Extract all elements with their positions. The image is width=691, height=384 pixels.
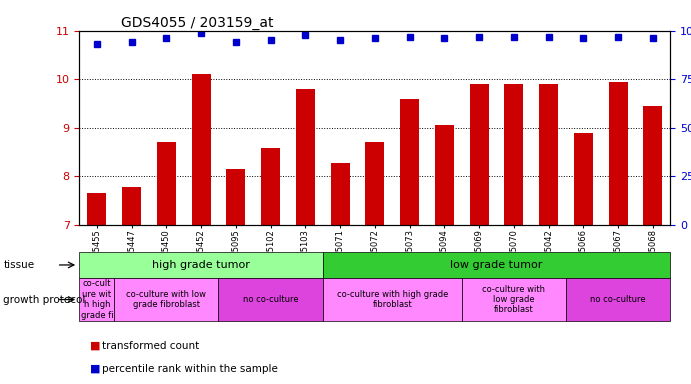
Text: ■: ■ bbox=[90, 364, 100, 374]
Bar bbox=[261, 148, 280, 225]
Text: low grade tumor: low grade tumor bbox=[451, 260, 542, 270]
Text: co-cult
ure wit
h high
grade fi: co-cult ure wit h high grade fi bbox=[81, 280, 113, 319]
Bar bbox=[296, 89, 315, 225]
Bar bbox=[574, 132, 593, 225]
Bar bbox=[504, 84, 524, 225]
Bar bbox=[330, 162, 350, 225]
Bar bbox=[87, 193, 106, 225]
Bar bbox=[191, 74, 211, 225]
Text: co-culture with low
grade fibroblast: co-culture with low grade fibroblast bbox=[126, 290, 207, 309]
Text: ■: ■ bbox=[90, 341, 100, 351]
Bar bbox=[122, 187, 141, 225]
Text: high grade tumor: high grade tumor bbox=[152, 260, 250, 270]
Bar bbox=[470, 84, 489, 225]
Text: co-culture with high grade
fibroblast: co-culture with high grade fibroblast bbox=[337, 290, 448, 309]
Bar bbox=[226, 169, 245, 225]
Bar bbox=[609, 82, 627, 225]
Bar bbox=[79, 278, 114, 321]
Bar bbox=[643, 106, 663, 225]
Bar bbox=[462, 278, 566, 321]
Bar bbox=[400, 99, 419, 225]
Bar bbox=[366, 142, 384, 225]
Text: no co-culture: no co-culture bbox=[590, 295, 646, 304]
Text: no co-culture: no co-culture bbox=[243, 295, 299, 304]
Bar bbox=[114, 278, 218, 321]
Bar bbox=[218, 278, 323, 321]
Bar bbox=[323, 278, 462, 321]
Text: GDS4055 / 203159_at: GDS4055 / 203159_at bbox=[121, 16, 274, 30]
Bar bbox=[435, 125, 454, 225]
Bar bbox=[323, 252, 670, 278]
Text: transformed count: transformed count bbox=[102, 341, 200, 351]
Text: percentile rank within the sample: percentile rank within the sample bbox=[102, 364, 278, 374]
Text: tissue: tissue bbox=[3, 260, 35, 270]
Bar bbox=[79, 252, 323, 278]
Bar bbox=[539, 84, 558, 225]
Bar bbox=[566, 278, 670, 321]
Text: growth protocol: growth protocol bbox=[3, 295, 86, 305]
Text: co-culture with
low grade
fibroblast: co-culture with low grade fibroblast bbox=[482, 285, 545, 314]
Bar bbox=[157, 142, 176, 225]
